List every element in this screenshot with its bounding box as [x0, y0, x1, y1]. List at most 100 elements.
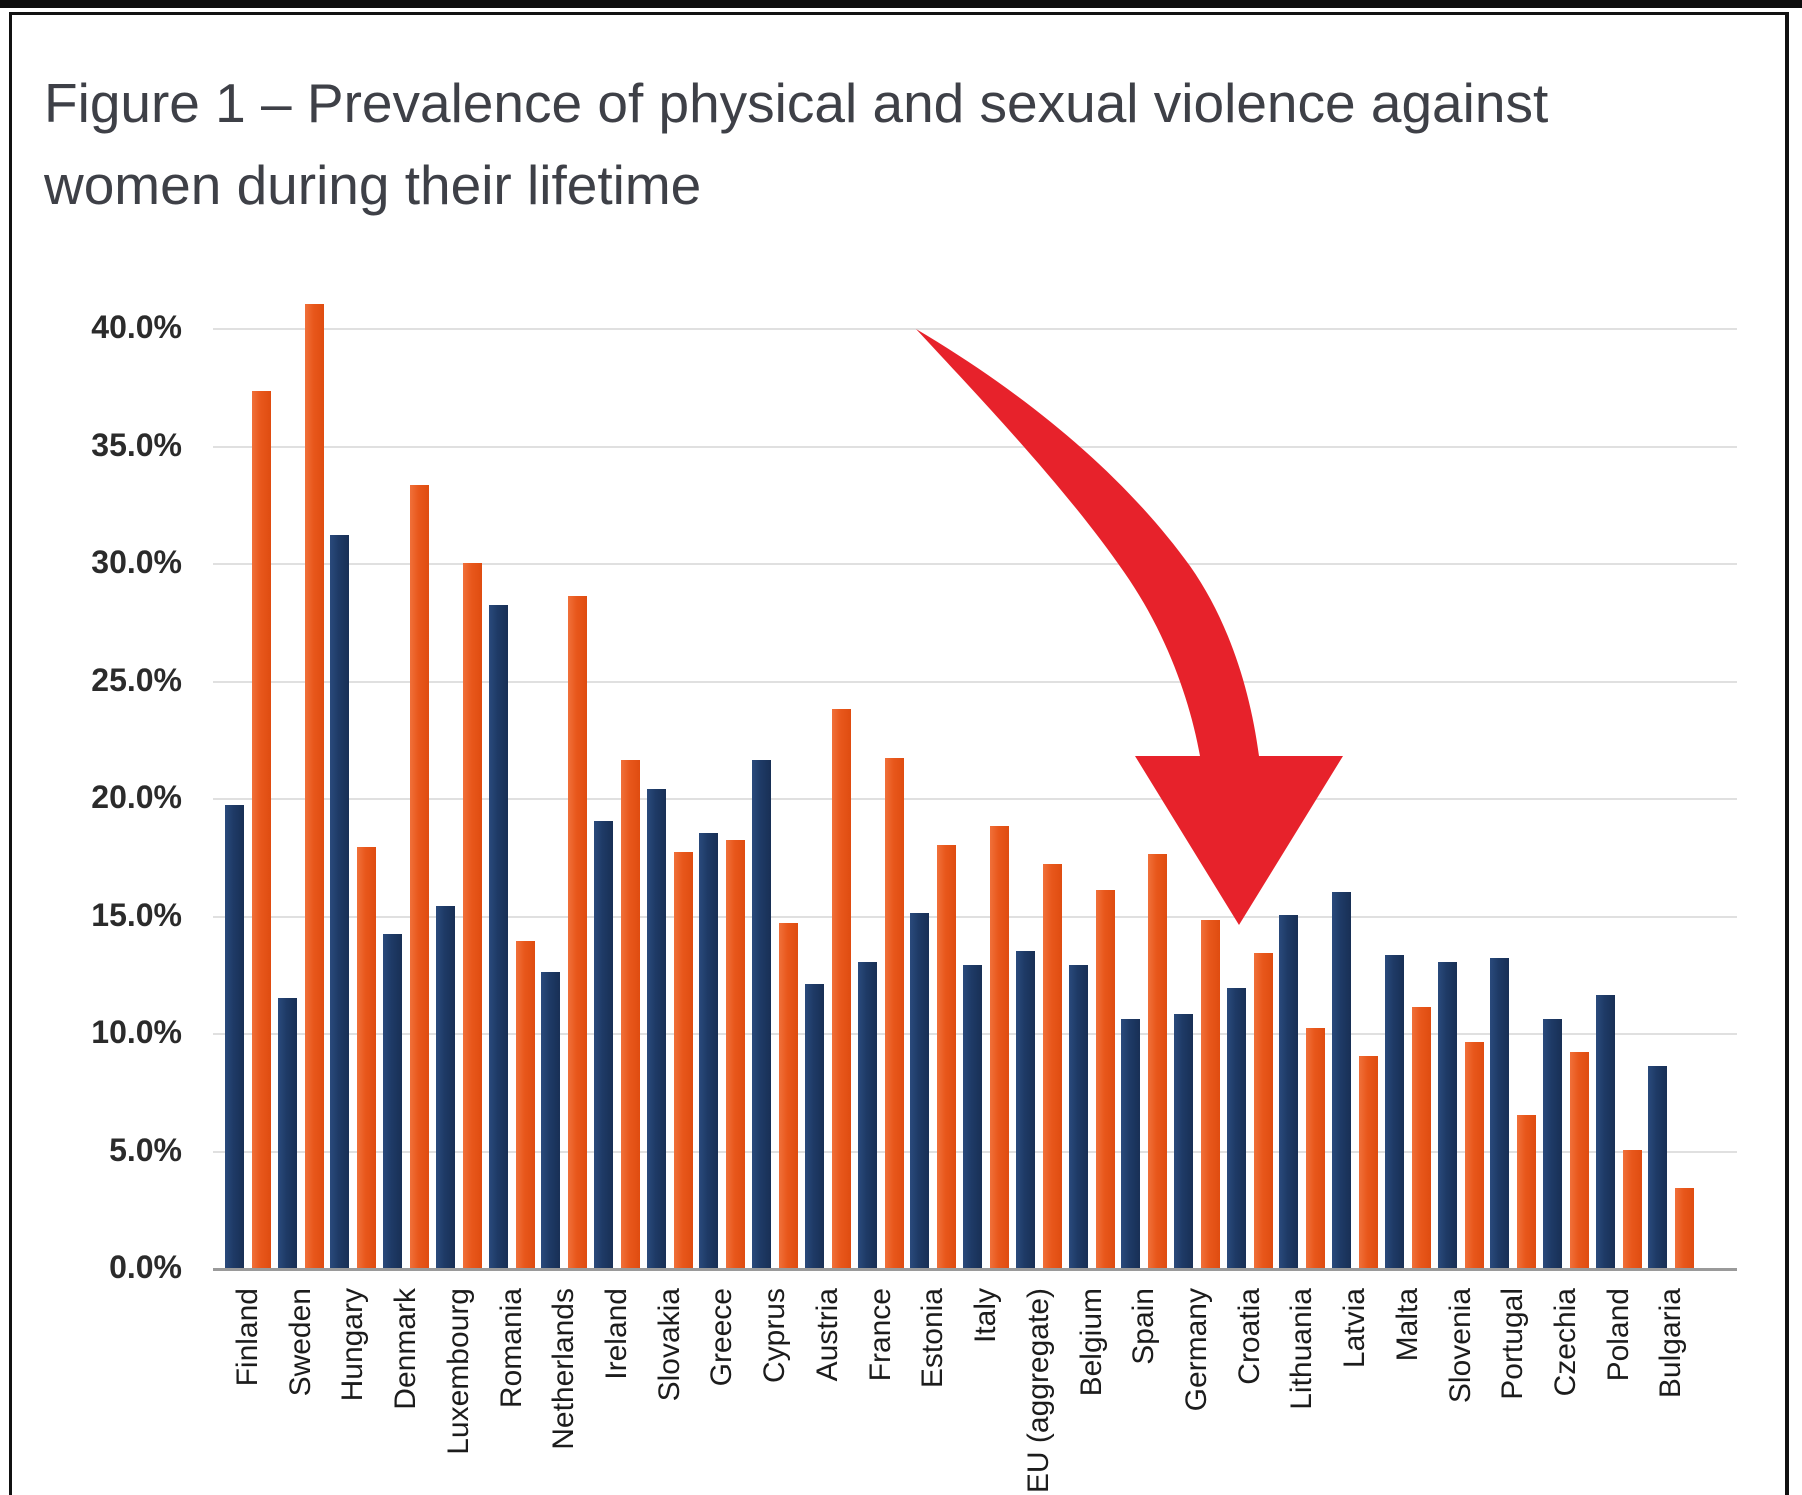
- bar-orange-slovakia: [674, 852, 693, 1268]
- bar-orange-austria: [832, 709, 851, 1268]
- bar-navy-sweden: [278, 998, 297, 1268]
- bar-navy-luxembourg: [436, 906, 455, 1268]
- bar-orange-france: [885, 758, 904, 1268]
- x-tick-label: Bulgaria: [1654, 1288, 1687, 1399]
- bar-navy-netherlands: [541, 972, 560, 1268]
- bar-orange-netherlands: [568, 596, 587, 1268]
- bar-navy-eu-aggregate-: [1016, 951, 1035, 1268]
- x-tick-label: Slovenia: [1444, 1288, 1477, 1404]
- bar-orange-italy: [990, 826, 1009, 1268]
- x-tick-label: Hungary: [336, 1288, 369, 1402]
- x-tick-label: Portugal: [1496, 1288, 1529, 1400]
- bar-orange-finland: [252, 391, 271, 1268]
- bar-navy-lithuania: [1279, 915, 1298, 1268]
- y-tick-label: 20.0%: [91, 779, 182, 815]
- bar-navy-slovakia: [647, 789, 666, 1268]
- x-tick-label: Latvia: [1338, 1288, 1371, 1369]
- x-tick-label: Slovakia: [653, 1288, 686, 1402]
- bar-orange-denmark: [410, 485, 429, 1268]
- bar-navy-malta: [1385, 955, 1404, 1268]
- x-tick-label: Poland: [1602, 1288, 1635, 1382]
- bar-orange-portugal: [1517, 1115, 1536, 1268]
- y-tick-label: 10.0%: [91, 1014, 182, 1050]
- bar-navy-romania: [489, 605, 508, 1268]
- bar-orange-czechia: [1570, 1052, 1589, 1268]
- x-tick-label: Sweden: [284, 1288, 317, 1397]
- bar-navy-latvia: [1332, 892, 1351, 1268]
- bar-orange-romania: [516, 941, 535, 1268]
- page-top-black-strip: [0, 0, 1802, 8]
- bar-orange-estonia: [937, 845, 956, 1268]
- x-tick-label: Netherlands: [547, 1288, 580, 1450]
- bar-navy-poland: [1596, 995, 1615, 1268]
- figure-title: Figure 1 – Prevalence of physical and se…: [44, 62, 1764, 226]
- gridline-35: [213, 446, 1737, 448]
- x-tick-label: Belgium: [1075, 1288, 1108, 1397]
- x-tick-label: Austria: [811, 1288, 844, 1382]
- y-tick-label: 15.0%: [91, 897, 182, 933]
- bar-navy-france: [858, 962, 877, 1268]
- bar-navy-portugal: [1490, 958, 1509, 1268]
- x-tick-label: Germany: [1180, 1288, 1213, 1412]
- x-tick-label: Luxembourg: [442, 1288, 475, 1455]
- bar-navy-hungary: [330, 535, 349, 1268]
- gridline-30: [213, 563, 1737, 565]
- bar-orange-belgium: [1096, 890, 1115, 1268]
- bar-orange-hungary: [357, 847, 376, 1268]
- x-tick-label: Lithuania: [1285, 1288, 1318, 1410]
- bar-orange-greece: [726, 840, 745, 1268]
- bar-navy-czechia: [1543, 1019, 1562, 1268]
- x-tick-label: Greece: [705, 1288, 738, 1387]
- bar-orange-bulgaria: [1675, 1188, 1694, 1268]
- x-tick-label: Croatia: [1233, 1288, 1266, 1385]
- bar-navy-austria: [805, 984, 824, 1268]
- y-tick-label: 5.0%: [109, 1132, 182, 1168]
- gridline-20: [213, 798, 1737, 800]
- x-tick-label: EU (aggregate): [1022, 1288, 1055, 1494]
- x-tick-label: Denmark: [389, 1288, 422, 1410]
- x-axis-line: [213, 1268, 1737, 1271]
- bar-navy-finland: [225, 805, 244, 1268]
- bar-orange-germany: [1201, 920, 1220, 1268]
- bar-orange-slovenia: [1465, 1042, 1484, 1268]
- bar-orange-spain: [1148, 854, 1167, 1268]
- bar-navy-croatia: [1227, 988, 1246, 1268]
- y-tick-label: 25.0%: [91, 662, 182, 698]
- gridline-40: [213, 328, 1737, 330]
- bar-orange-luxembourg: [463, 563, 482, 1268]
- bar-navy-greece: [699, 833, 718, 1268]
- bar-orange-eu-aggregate-: [1043, 864, 1062, 1268]
- bar-navy-ireland: [594, 821, 613, 1268]
- x-tick-label: Romania: [495, 1288, 528, 1409]
- x-tick-label: Italy: [969, 1288, 1002, 1344]
- bar-navy-slovenia: [1438, 962, 1457, 1268]
- x-tick-label: Malta: [1391, 1288, 1424, 1362]
- bar-orange-malta: [1412, 1007, 1431, 1268]
- y-tick-label: 30.0%: [91, 544, 182, 580]
- bar-orange-cyprus: [779, 923, 798, 1268]
- y-tick-label: 0.0%: [109, 1249, 182, 1285]
- figure-title-line2: women during their lifetime: [44, 154, 702, 216]
- bar-orange-lithuania: [1306, 1028, 1325, 1268]
- figure-title-line1: Figure 1 – Prevalence of physical and se…: [44, 72, 1549, 134]
- bar-navy-cyprus: [752, 760, 771, 1268]
- bar-orange-croatia: [1254, 953, 1273, 1268]
- bar-navy-germany: [1174, 1014, 1193, 1268]
- bar-navy-bulgaria: [1648, 1066, 1667, 1268]
- x-tick-label: Spain: [1127, 1288, 1160, 1365]
- x-tick-label: Estonia: [916, 1288, 949, 1389]
- y-tick-label: 40.0%: [91, 309, 182, 345]
- bar-orange-latvia: [1359, 1056, 1378, 1268]
- bar-navy-spain: [1121, 1019, 1140, 1268]
- bar-navy-belgium: [1069, 965, 1088, 1268]
- bar-orange-sweden: [305, 304, 324, 1268]
- x-tick-label: Cyprus: [758, 1288, 791, 1384]
- bar-navy-denmark: [383, 934, 402, 1268]
- bar-navy-italy: [963, 965, 982, 1268]
- bar-orange-poland: [1623, 1150, 1642, 1268]
- bar-orange-ireland: [621, 760, 640, 1268]
- x-tick-label: France: [864, 1288, 897, 1382]
- x-tick-label: Czechia: [1549, 1288, 1582, 1397]
